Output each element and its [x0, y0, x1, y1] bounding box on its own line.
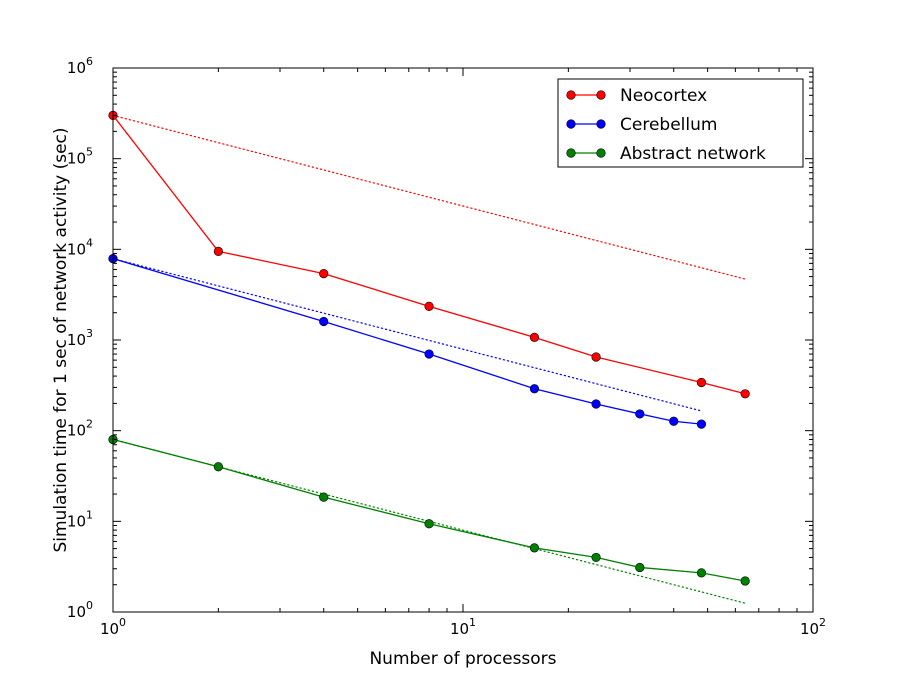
y-tick-base: 10: [67, 150, 86, 168]
data-point-abstract-network: [424, 519, 434, 529]
data-point-neocortex: [740, 389, 750, 399]
y-tick-exponent: 3: [86, 327, 93, 340]
data-point-abstract-network: [213, 462, 223, 472]
data-point-abstract-network: [635, 562, 645, 573]
y-tick-label: 102: [67, 418, 93, 440]
data-point-cerebellum: [424, 349, 434, 359]
legend-entry-cerebellum: Cerebellum: [566, 115, 717, 135]
x-tick-base: 10: [450, 620, 469, 638]
ideal-line-neocortex: [112, 114, 746, 280]
legend-marker: [596, 90, 606, 100]
x-tick-label: 102: [800, 616, 826, 638]
y-tick-label: 101: [67, 508, 93, 530]
legend-marker: [566, 90, 576, 100]
y-axis-label: Simulation time for 1 sec of network act…: [51, 127, 71, 552]
y-tick-exponent: 6: [86, 55, 93, 68]
x-tick-label: 101: [450, 616, 476, 638]
data-point-abstract-network: [591, 552, 601, 563]
data-point-abstract-network: [319, 492, 329, 502]
y-tick-base: 10: [67, 240, 86, 258]
y-tick-base: 10: [67, 331, 86, 349]
y-tick-base: 10: [67, 512, 86, 530]
data-point-cerebellum: [696, 419, 707, 429]
data-point-neocortex: [319, 268, 329, 279]
x-tick-exponent: 0: [119, 616, 126, 629]
series-abstract-network: [108, 434, 750, 586]
data-point-neocortex: [213, 246, 223, 256]
legend-entry-neocortex: Neocortex: [566, 86, 707, 106]
legend-entry-abstract-network: Abstract network: [566, 144, 766, 164]
y-tick-label: 100: [67, 599, 93, 621]
y-tick-exponent: 4: [86, 236, 93, 249]
legend: Neocortex Cerebellum Abstract network: [557, 78, 804, 168]
series-neocortex: [108, 110, 750, 399]
data-point-neocortex: [591, 352, 601, 362]
x-tick-exponent: 1: [469, 616, 476, 629]
data-point-neocortex: [424, 301, 434, 311]
data-point-abstract-network: [696, 568, 707, 578]
data-point-abstract-network: [529, 543, 540, 553]
y-tick-exponent: 2: [86, 418, 93, 431]
x-tick-exponent: 2: [819, 616, 826, 629]
y-tick-base: 10: [67, 422, 86, 440]
data-point-cerebellum: [669, 416, 679, 426]
y-tick-base: 10: [67, 59, 86, 77]
legend-marker: [566, 148, 576, 158]
y-tick-label: 105: [67, 146, 93, 168]
legend-label: Neocortex: [620, 86, 707, 106]
series-line-neocortex: [112, 115, 746, 395]
data-point-abstract-network: [740, 576, 750, 586]
data-point-cerebellum: [591, 399, 601, 409]
data-point-cerebellum: [635, 409, 645, 419]
data-point-neocortex: [529, 332, 540, 342]
y-tick-label: 104: [67, 236, 93, 258]
ideal-line-cerebellum: [112, 258, 703, 412]
data-series: [108, 110, 750, 586]
legend-marker: [596, 119, 606, 129]
x-tick-label: 100: [100, 616, 126, 638]
legend-marker: [566, 119, 576, 129]
x-tick-base: 10: [100, 620, 119, 638]
legend-marker: [596, 148, 606, 158]
y-tick-label: 106: [67, 55, 93, 77]
y-tick-label: 103: [67, 327, 93, 349]
y-tick-base: 10: [67, 603, 86, 621]
data-point-cerebellum: [319, 316, 329, 327]
y-tick-exponent: 1: [86, 508, 93, 521]
x-axis-label: Number of processors: [369, 649, 556, 669]
y-tick-exponent: 5: [86, 146, 93, 159]
data-point-neocortex: [696, 377, 707, 388]
legend-label: Cerebellum: [620, 115, 717, 135]
series-line-cerebellum: [112, 257, 702, 425]
data-point-cerebellum: [529, 384, 540, 394]
legend-label: Abstract network: [620, 144, 766, 164]
y-tick-exponent: 0: [86, 599, 93, 612]
x-tick-base: 10: [800, 620, 819, 638]
